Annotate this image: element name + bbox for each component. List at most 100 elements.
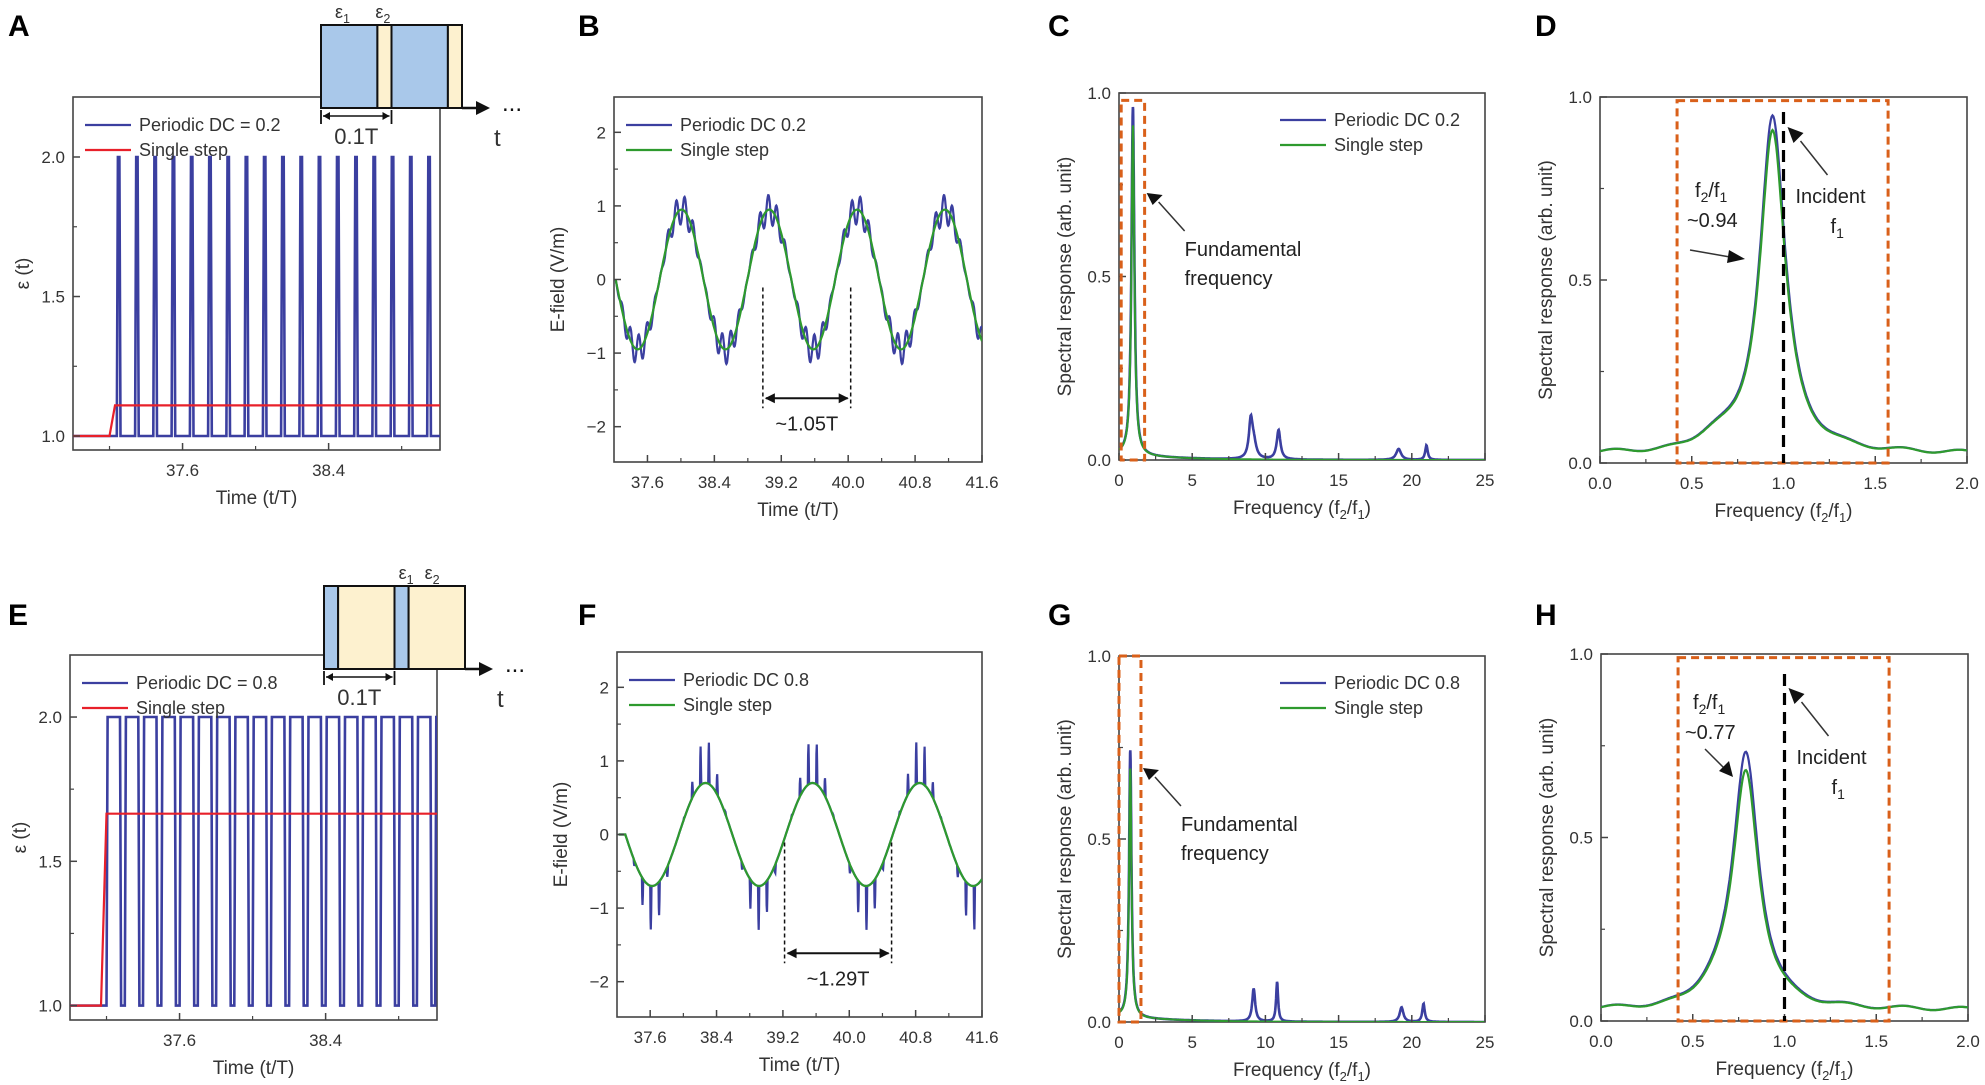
eps2-segment: [337, 585, 396, 670]
panel-label: H: [1535, 599, 1557, 632]
period-label: 0.1T: [337, 685, 381, 710]
incident-label: Incident: [1796, 186, 1866, 208]
y-tick-label: 0.0: [1569, 1012, 1593, 1031]
annotation-arrow-head-icon: [1142, 768, 1159, 780]
annotation-line-1: Fundamental: [1181, 814, 1298, 836]
x-tick-label: 39.2: [766, 1028, 799, 1047]
ratio-label: f2/f1: [1695, 180, 1727, 205]
panel-B: B 37.6 38.4 39.2 40.0 40.8 41.6 −2 −1 0 1 2 Time (t/…: [548, 10, 999, 521]
y-tick-label: 1.5: [38, 852, 62, 871]
x-tick-label: 38.4: [312, 461, 345, 480]
plot-frame: [1118, 92, 1486, 461]
panel-H: H 0.0 0.5 1.0 1.5 2.0 0.0 0.5 1.0 Frequency (f2/f…: [1535, 599, 1980, 1083]
eps1-label: ε1: [335, 2, 350, 26]
y-tick-label: 1.5: [41, 288, 65, 307]
series-periodic: [1119, 106, 1485, 460]
series-periodic: [70, 715, 437, 1007]
x-tick-label: 40.0: [833, 1028, 866, 1047]
x-tick-label: 40.8: [899, 473, 932, 492]
period-label: 0.1T: [334, 124, 378, 149]
x-tick-label: 0.0: [1588, 474, 1612, 493]
x-tick-label: 38.4: [698, 473, 731, 492]
x-tick-label: 2.0: [1955, 474, 1979, 493]
eps2-segment: [446, 24, 463, 109]
x-tick-label: 15: [1329, 1033, 1348, 1052]
bracket-arrows-icon: [323, 112, 390, 120]
series-periodic: [1119, 750, 1485, 1022]
annotation-arrow-line: [1158, 201, 1186, 232]
x-tick-label: 0.5: [1681, 1032, 1705, 1051]
legend-label: Single step: [136, 698, 225, 718]
y-axis-label: Spectral response (arb. unit): [1537, 718, 1558, 958]
x-tick-label: 0.5: [1680, 474, 1704, 493]
eps2-segment: [376, 24, 393, 109]
y-tick-label: 0.0: [1087, 451, 1111, 470]
x-axis-label: Time (t/T): [213, 1058, 295, 1079]
y-axis-label: E-field (V/m): [551, 782, 572, 888]
y-axis-label: Spectral response (arb. unit): [1055, 719, 1076, 959]
x-axis-label: Time (t/T): [757, 500, 839, 521]
x-axis-label: Frequency (f2/f1): [1715, 1059, 1853, 1083]
x-tick-label: 1.0: [1773, 1032, 1797, 1051]
legend-label: Periodic DC 0.2: [1334, 110, 1460, 130]
y-tick-label: 1.0: [1568, 88, 1592, 107]
y-tick-label: 1.0: [1087, 647, 1111, 666]
series-single-step: [1119, 768, 1485, 1022]
eps1-segment: [320, 24, 379, 109]
ratio-arrow-line: [1704, 748, 1726, 770]
y-tick-label: 2: [600, 678, 609, 697]
x-tick-label: 0: [1114, 1033, 1123, 1052]
y-tick-label: 2: [597, 123, 606, 142]
ellipsis: ...: [502, 90, 522, 117]
plot-frame: [613, 96, 983, 463]
y-tick-label: 0: [600, 826, 609, 845]
pulse-inset: ...t 0.1T ε1 ε2: [323, 563, 525, 713]
annotation-arrow-line: [1154, 776, 1182, 807]
eps1-segment: [323, 585, 340, 670]
y-tick-label: 1.0: [41, 427, 65, 446]
legend-label: Single step: [1334, 135, 1423, 155]
x-tick-label: 1.5: [1864, 1032, 1888, 1051]
y-tick-label: −1: [590, 899, 609, 918]
y-tick-label: 0.0: [1087, 1013, 1111, 1032]
ratio-arrow-line: [1689, 249, 1731, 258]
y-tick-label: 0.5: [1087, 268, 1111, 287]
time-axis-label: t: [497, 686, 504, 713]
x-tick-label: 0: [1114, 471, 1123, 490]
series-single-step: [1601, 768, 1968, 1012]
series-periodic: [614, 193, 982, 366]
period-arrow-heads-icon: [764, 393, 849, 404]
x-tick-label: 25: [1476, 471, 1495, 490]
bracket-arrows-icon: [326, 673, 393, 681]
x-tick-label: 38.4: [309, 1031, 342, 1050]
y-tick-label: 0.5: [1569, 829, 1593, 848]
eps1-segment: [393, 585, 410, 670]
eps1-label: ε1: [399, 563, 414, 587]
y-tick-label: −1: [587, 344, 606, 363]
panel-label: E: [8, 599, 28, 632]
x-axis-label: Frequency (f2/f1): [1233, 498, 1371, 522]
x-tick-label: 15: [1329, 471, 1348, 490]
y-axis-label: E-field (V/m): [548, 227, 569, 333]
ellipsis: ...: [505, 651, 525, 678]
x-tick-label: 1.5: [1863, 474, 1887, 493]
x-tick-label: 37.6: [166, 461, 199, 480]
x-tick-label: 10: [1256, 471, 1275, 490]
panel-label: D: [1535, 10, 1557, 43]
y-tick-label: 1.0: [1569, 645, 1593, 664]
ratio-label: f2/f1: [1693, 692, 1725, 717]
series-periodic: [618, 742, 982, 930]
x-tick-label: 41.6: [965, 1028, 998, 1047]
period-annotation: ~1.05T: [775, 413, 838, 435]
fundamental-highlight-box: [1117, 654, 1143, 1024]
series-single-step: [618, 781, 982, 888]
x-tick-label: 37.6: [634, 1028, 667, 1047]
panel-C: C 0 5 10 15 20 25 0.0 0.5 1.0 Frequency (f2/f1) Spe…: [1048, 10, 1494, 522]
panel-label: A: [8, 10, 30, 43]
y-tick-label: 1.0: [38, 997, 62, 1016]
panel-E: E 37.6 38.4 1.0 1.5 2.0 Time (t/T) ε (t) Periodi…: [8, 563, 525, 1079]
plot-frame: [72, 96, 441, 451]
x-tick-label: 5: [1187, 471, 1196, 490]
y-tick-label: −2: [590, 973, 609, 992]
y-tick-label: 2.0: [41, 148, 65, 167]
